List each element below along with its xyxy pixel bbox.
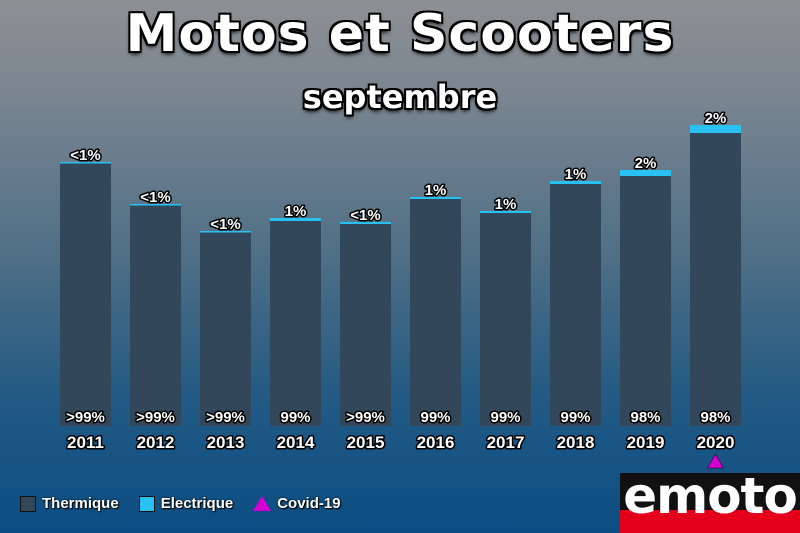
x-tick-label-2011: 2011 bbox=[67, 433, 104, 452]
data-label-electrique-2019: 2% bbox=[635, 155, 657, 172]
x-tick-label-2012: 2012 bbox=[137, 433, 175, 452]
x-tick-label-2015: 2015 bbox=[347, 433, 385, 452]
data-label-electrique-2016: 1% bbox=[425, 182, 447, 199]
covid-triangle-icon bbox=[253, 496, 272, 511]
data-label-electrique-2018: 1% bbox=[565, 166, 587, 183]
x-tick-label-2018: 2018 bbox=[557, 433, 595, 452]
bar-thermique-2019 bbox=[620, 176, 671, 426]
bar-electrique-2018 bbox=[550, 181, 601, 184]
legend-item-electrique: Electrique bbox=[138, 495, 234, 512]
legend-swatch-electrique bbox=[138, 495, 155, 512]
x-tick-label-2017: 2017 bbox=[487, 433, 525, 452]
data-label-thermique-2012: >99% bbox=[136, 409, 175, 426]
bar-electrique-2013 bbox=[200, 231, 251, 233]
bar-electrique-2011 bbox=[60, 162, 111, 164]
bar-thermique-2014 bbox=[270, 221, 321, 426]
bar-electrique-2017 bbox=[480, 211, 531, 213]
bar-thermique-2020 bbox=[690, 133, 741, 426]
data-label-thermique-2011: >99% bbox=[66, 409, 105, 426]
legend: Thermique Electrique Covid-19 bbox=[20, 495, 361, 512]
x-tick-label-2013: 2013 bbox=[207, 433, 245, 452]
emoto-logo: emoto bbox=[620, 473, 800, 533]
data-label-electrique-2020: 2% bbox=[705, 110, 727, 127]
bar-electrique-2019 bbox=[620, 170, 671, 176]
data-label-thermique-2014: 99% bbox=[280, 409, 310, 426]
x-tick-label-2014: 2014 bbox=[277, 433, 315, 452]
bar-thermique-2018 bbox=[550, 184, 601, 426]
data-label-electrique-2011: <1% bbox=[70, 147, 100, 164]
data-label-electrique-2017: 1% bbox=[495, 196, 517, 213]
data-label-electrique-2015: <1% bbox=[350, 207, 380, 224]
legend-label-covid: Covid-19 bbox=[277, 495, 341, 512]
data-label-electrique-2014: 1% bbox=[285, 203, 307, 220]
legend-swatch-thermique bbox=[20, 495, 36, 512]
data-label-thermique-2020: 98% bbox=[700, 409, 730, 426]
data-label-thermique-2018: 99% bbox=[560, 409, 590, 426]
bar-thermique-2013 bbox=[200, 232, 251, 426]
bar-electrique-2015 bbox=[340, 222, 391, 224]
bar-thermique-2011 bbox=[60, 163, 111, 426]
bar-thermique-2016 bbox=[410, 199, 461, 426]
legend-label-electrique: Electrique bbox=[160, 495, 234, 512]
data-label-thermique-2017: 99% bbox=[490, 409, 520, 426]
bar-electrique-2014 bbox=[270, 218, 321, 221]
data-label-thermique-2015: >99% bbox=[346, 409, 385, 426]
data-label-thermique-2016: 99% bbox=[420, 409, 450, 426]
bar-electrique-2020 bbox=[690, 125, 741, 133]
x-tick-label-2016: 2016 bbox=[417, 433, 455, 452]
chart-subtitle: septembre bbox=[302, 78, 498, 116]
data-label-thermique-2019: 98% bbox=[630, 409, 660, 426]
x-tick-label-2019: 2019 bbox=[627, 433, 665, 452]
bar-electrique-2012 bbox=[130, 204, 181, 206]
bar-electrique-2016 bbox=[410, 197, 461, 199]
logo-text: emoto bbox=[623, 473, 798, 525]
bar-thermique-2017 bbox=[480, 213, 531, 426]
chart-title: Motos et Scooters bbox=[125, 4, 675, 64]
bar-thermique-2012 bbox=[130, 205, 181, 426]
data-label-electrique-2013: <1% bbox=[210, 216, 240, 233]
data-label-thermique-2013: >99% bbox=[206, 409, 245, 426]
legend-item-thermique: Thermique bbox=[20, 495, 119, 512]
legend-item-covid: Covid-19 bbox=[253, 495, 341, 512]
bar-thermique-2015 bbox=[340, 224, 391, 426]
covid-marker-2020 bbox=[707, 453, 724, 469]
legend-label-thermique: Thermique bbox=[42, 495, 119, 512]
x-tick-label-2020: 2020 bbox=[697, 433, 735, 452]
data-label-electrique-2012: <1% bbox=[140, 189, 170, 206]
